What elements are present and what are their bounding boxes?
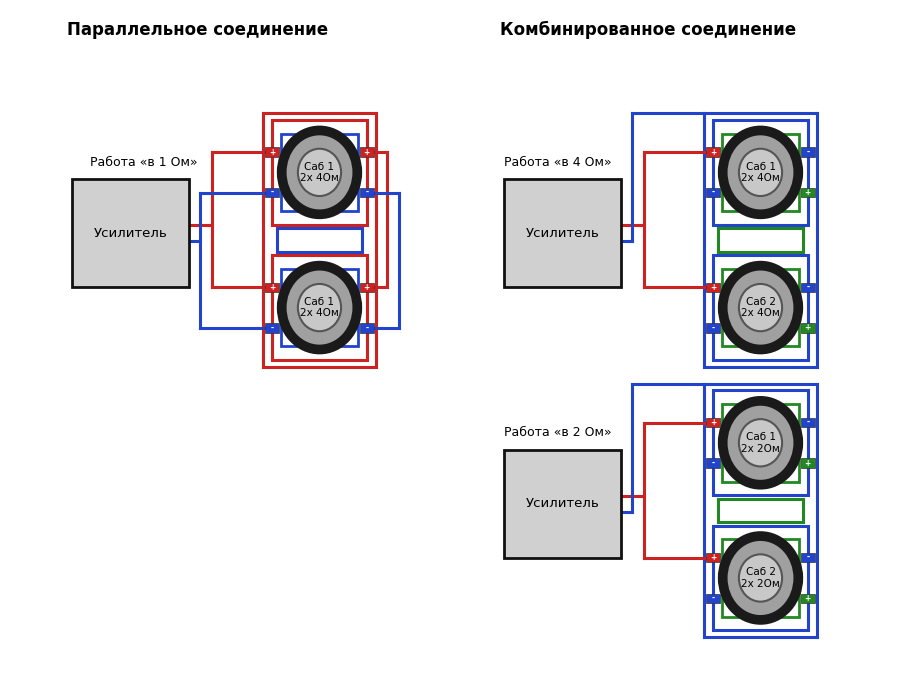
FancyBboxPatch shape <box>281 134 358 211</box>
Ellipse shape <box>723 266 798 349</box>
Text: -: - <box>712 458 715 468</box>
Text: -: - <box>712 594 715 603</box>
FancyBboxPatch shape <box>801 553 815 562</box>
FancyBboxPatch shape <box>722 539 799 617</box>
FancyBboxPatch shape <box>266 283 279 292</box>
FancyBboxPatch shape <box>801 323 815 333</box>
FancyBboxPatch shape <box>801 188 815 197</box>
Text: +: + <box>710 553 716 562</box>
Text: Усилитель: Усилитель <box>526 226 599 240</box>
Ellipse shape <box>282 130 357 214</box>
Text: +: + <box>364 283 370 292</box>
FancyBboxPatch shape <box>706 553 721 562</box>
Text: +: + <box>269 147 275 157</box>
Text: -: - <box>365 323 368 333</box>
Text: +: + <box>710 418 716 427</box>
Ellipse shape <box>739 149 782 196</box>
Text: Саб 2
2х 4Ом: Саб 2 2х 4Ом <box>741 297 780 318</box>
FancyBboxPatch shape <box>359 147 374 157</box>
FancyBboxPatch shape <box>801 283 815 292</box>
FancyBboxPatch shape <box>722 268 799 346</box>
Text: Работа «в 2 Ом»: Работа «в 2 Ом» <box>504 426 612 439</box>
FancyBboxPatch shape <box>722 404 799 481</box>
FancyBboxPatch shape <box>281 268 358 346</box>
Text: +: + <box>805 458 811 468</box>
Text: +: + <box>710 283 716 292</box>
FancyBboxPatch shape <box>801 147 815 157</box>
FancyBboxPatch shape <box>266 323 279 333</box>
FancyBboxPatch shape <box>266 147 279 157</box>
Text: -: - <box>806 147 809 157</box>
Ellipse shape <box>298 284 341 331</box>
FancyBboxPatch shape <box>706 323 721 333</box>
FancyBboxPatch shape <box>722 134 799 211</box>
Text: Саб 1
2х 4Ом: Саб 1 2х 4Ом <box>300 297 339 318</box>
Text: +: + <box>805 188 811 197</box>
Text: -: - <box>806 418 809 427</box>
Text: Параллельное соединение: Параллельное соединение <box>68 22 328 39</box>
Ellipse shape <box>723 130 798 214</box>
FancyBboxPatch shape <box>504 179 621 287</box>
Text: +: + <box>805 594 811 603</box>
FancyBboxPatch shape <box>801 458 815 468</box>
FancyBboxPatch shape <box>713 526 808 630</box>
Text: -: - <box>271 323 274 333</box>
Text: -: - <box>712 188 715 197</box>
Ellipse shape <box>723 536 798 620</box>
FancyBboxPatch shape <box>359 323 374 333</box>
Text: -: - <box>712 323 715 333</box>
FancyBboxPatch shape <box>713 255 808 360</box>
FancyBboxPatch shape <box>706 283 721 292</box>
Text: +: + <box>805 323 811 333</box>
FancyBboxPatch shape <box>359 283 374 292</box>
FancyBboxPatch shape <box>272 255 367 360</box>
FancyBboxPatch shape <box>713 391 808 495</box>
FancyBboxPatch shape <box>72 179 189 287</box>
FancyBboxPatch shape <box>272 120 367 224</box>
FancyBboxPatch shape <box>801 418 815 427</box>
Ellipse shape <box>298 149 341 196</box>
Ellipse shape <box>739 554 782 602</box>
Text: -: - <box>271 188 274 197</box>
FancyBboxPatch shape <box>801 594 815 603</box>
Text: Работа «в 1 Ом»: Работа «в 1 Ом» <box>90 155 198 169</box>
FancyBboxPatch shape <box>706 188 721 197</box>
Text: +: + <box>710 147 716 157</box>
Text: -: - <box>806 553 809 562</box>
FancyBboxPatch shape <box>706 458 721 468</box>
FancyBboxPatch shape <box>504 450 621 558</box>
Ellipse shape <box>282 266 357 349</box>
Text: +: + <box>364 147 370 157</box>
Text: Работа «в 4 Ом»: Работа «в 4 Ом» <box>504 155 612 169</box>
FancyBboxPatch shape <box>706 147 721 157</box>
FancyBboxPatch shape <box>713 120 808 224</box>
Text: Саб 1
2х 4Ом: Саб 1 2х 4Ом <box>300 162 339 183</box>
Text: +: + <box>269 283 275 292</box>
Text: Саб 1
2х 2Ом: Саб 1 2х 2Ом <box>741 432 780 454</box>
FancyBboxPatch shape <box>359 188 374 197</box>
Text: Саб 1
2х 4Ом: Саб 1 2х 4Ом <box>741 162 780 183</box>
Ellipse shape <box>739 419 782 466</box>
FancyBboxPatch shape <box>266 188 279 197</box>
Text: -: - <box>806 283 809 292</box>
Text: Комбинированное соединение: Комбинированное соединение <box>500 22 796 39</box>
Ellipse shape <box>723 401 798 485</box>
Ellipse shape <box>739 284 782 331</box>
Text: -: - <box>365 188 368 197</box>
Text: Саб 2
2х 2Ом: Саб 2 2х 2Ом <box>741 567 780 589</box>
FancyBboxPatch shape <box>706 418 721 427</box>
Text: Усилитель: Усилитель <box>526 497 599 510</box>
Text: Усилитель: Усилитель <box>94 226 167 240</box>
FancyBboxPatch shape <box>706 594 721 603</box>
